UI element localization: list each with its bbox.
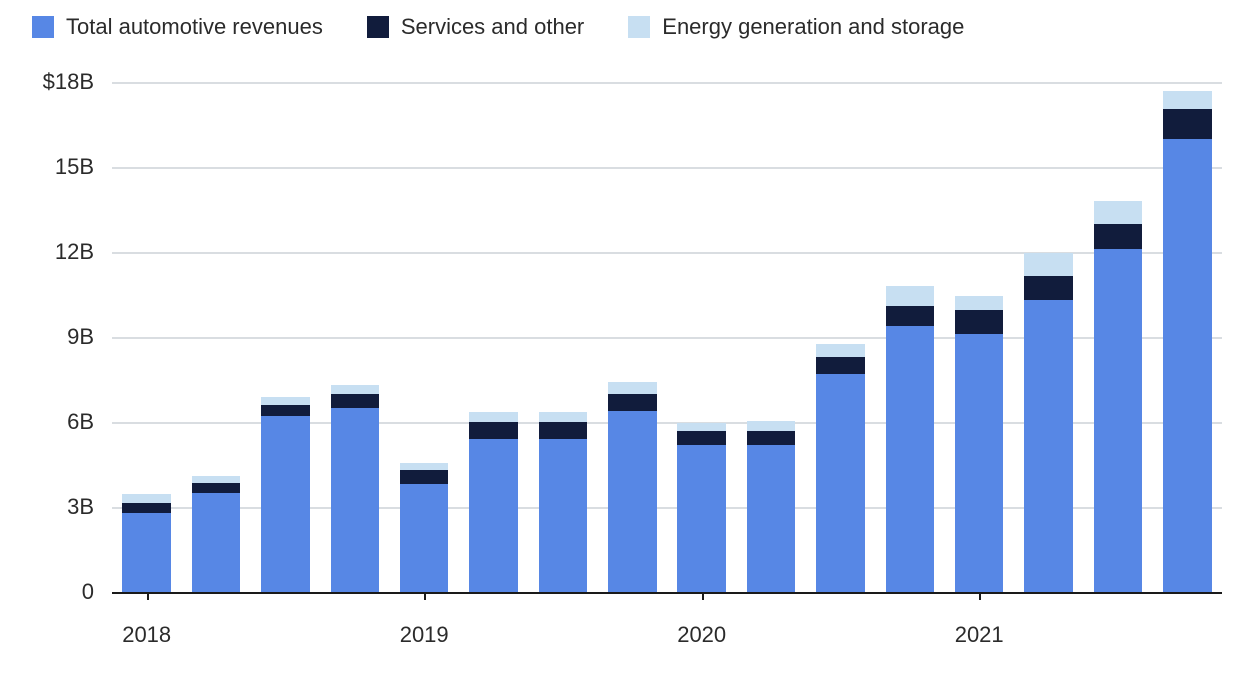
bar-segment-automotive [747,445,796,592]
bar-segment-automotive [1024,300,1073,592]
bar-segment-energy [122,494,171,503]
bar-segment-automotive [539,439,588,592]
bar-segment-energy [816,344,865,357]
bar [816,344,865,592]
bar-segment-automotive [1163,139,1212,592]
bar [677,423,726,592]
bar-segment-automotive [469,439,518,592]
bar-segment-automotive [400,484,449,592]
y-axis-label: 12B [0,239,94,265]
bar [261,397,310,593]
x-axis-label: 2020 [677,622,726,648]
bar [747,421,796,592]
bar [192,476,241,592]
bar [400,463,449,592]
plot-area [112,82,1222,592]
bar-segment-automotive [886,326,935,592]
bar-segment-services [331,394,380,408]
legend-label-services: Services and other [401,14,584,40]
legend-label-energy: Energy generation and storage [662,14,964,40]
bar-segment-services [1024,276,1073,300]
bar-segment-energy [1024,253,1073,276]
bar [955,296,1004,592]
bar-segment-services [122,503,171,513]
bar-segment-services [400,470,449,484]
bar-segment-services [955,310,1004,334]
bar [469,412,518,592]
bar-segment-energy [1163,91,1212,109]
bar-segment-energy [747,421,796,431]
bar [886,286,935,592]
y-axis-label: 0 [0,579,94,605]
bar-segment-services [539,422,588,439]
bar-segment-energy [955,296,1004,310]
x-axis-label: 2021 [955,622,1004,648]
bar-segment-energy [886,286,935,306]
legend-swatch-services [367,16,389,38]
bar-segment-automotive [955,334,1004,592]
bar-segment-services [886,306,935,326]
grid-line [112,82,1222,84]
legend-label-automotive: Total automotive revenues [66,14,323,40]
bar-segment-energy [261,397,310,406]
bar-segment-services [677,431,726,445]
bar-segment-services [816,357,865,374]
bar-segment-automotive [192,493,241,592]
bar-segment-automotive [331,408,380,592]
bar-segment-energy [469,412,518,422]
x-axis-label: 2019 [400,622,449,648]
bar [1024,253,1073,592]
bar [122,494,171,592]
bar-segment-automotive [608,411,657,592]
bar-segment-services [1163,109,1212,139]
grid-line [112,167,1222,169]
bar-segment-energy [539,412,588,422]
bar-segment-energy [331,385,380,394]
y-axis-label: 9B [0,324,94,350]
legend-item-automotive: Total automotive revenues [32,14,323,40]
bar [1163,91,1212,593]
chart-root: { "chart": { "type": "stacked-bar", "bac… [0,0,1247,674]
bar [539,412,588,592]
bar-segment-energy [608,382,657,393]
bar-segment-automotive [677,445,726,592]
bar-segment-automotive [122,513,171,592]
bar [1094,201,1143,592]
bar-segment-services [1094,224,1143,250]
bar [608,382,657,592]
legend-item-services: Services and other [367,14,584,40]
y-axis-label: $18B [0,69,94,95]
bar-segment-services [192,483,241,493]
bar-segment-services [261,405,310,416]
bar-segment-automotive [816,374,865,592]
y-axis-label: 6B [0,409,94,435]
bar-segment-energy [677,423,726,430]
y-axis-label: 3B [0,494,94,520]
legend: Total automotive revenues Services and o… [32,14,964,40]
bar-segment-services [608,394,657,411]
bar-segment-energy [400,463,449,470]
legend-item-energy: Energy generation and storage [628,14,964,40]
bar [331,385,380,592]
x-axis-line [112,592,1222,594]
bar-segment-automotive [1094,249,1143,592]
y-axis-label: 15B [0,154,94,180]
legend-swatch-automotive [32,16,54,38]
bar-segment-energy [1094,201,1143,224]
legend-swatch-energy [628,16,650,38]
bar-segment-services [469,422,518,439]
bar-segment-energy [192,476,241,483]
x-axis-label: 2018 [122,622,171,648]
bar-segment-services [747,431,796,445]
bar-segment-automotive [261,416,310,592]
